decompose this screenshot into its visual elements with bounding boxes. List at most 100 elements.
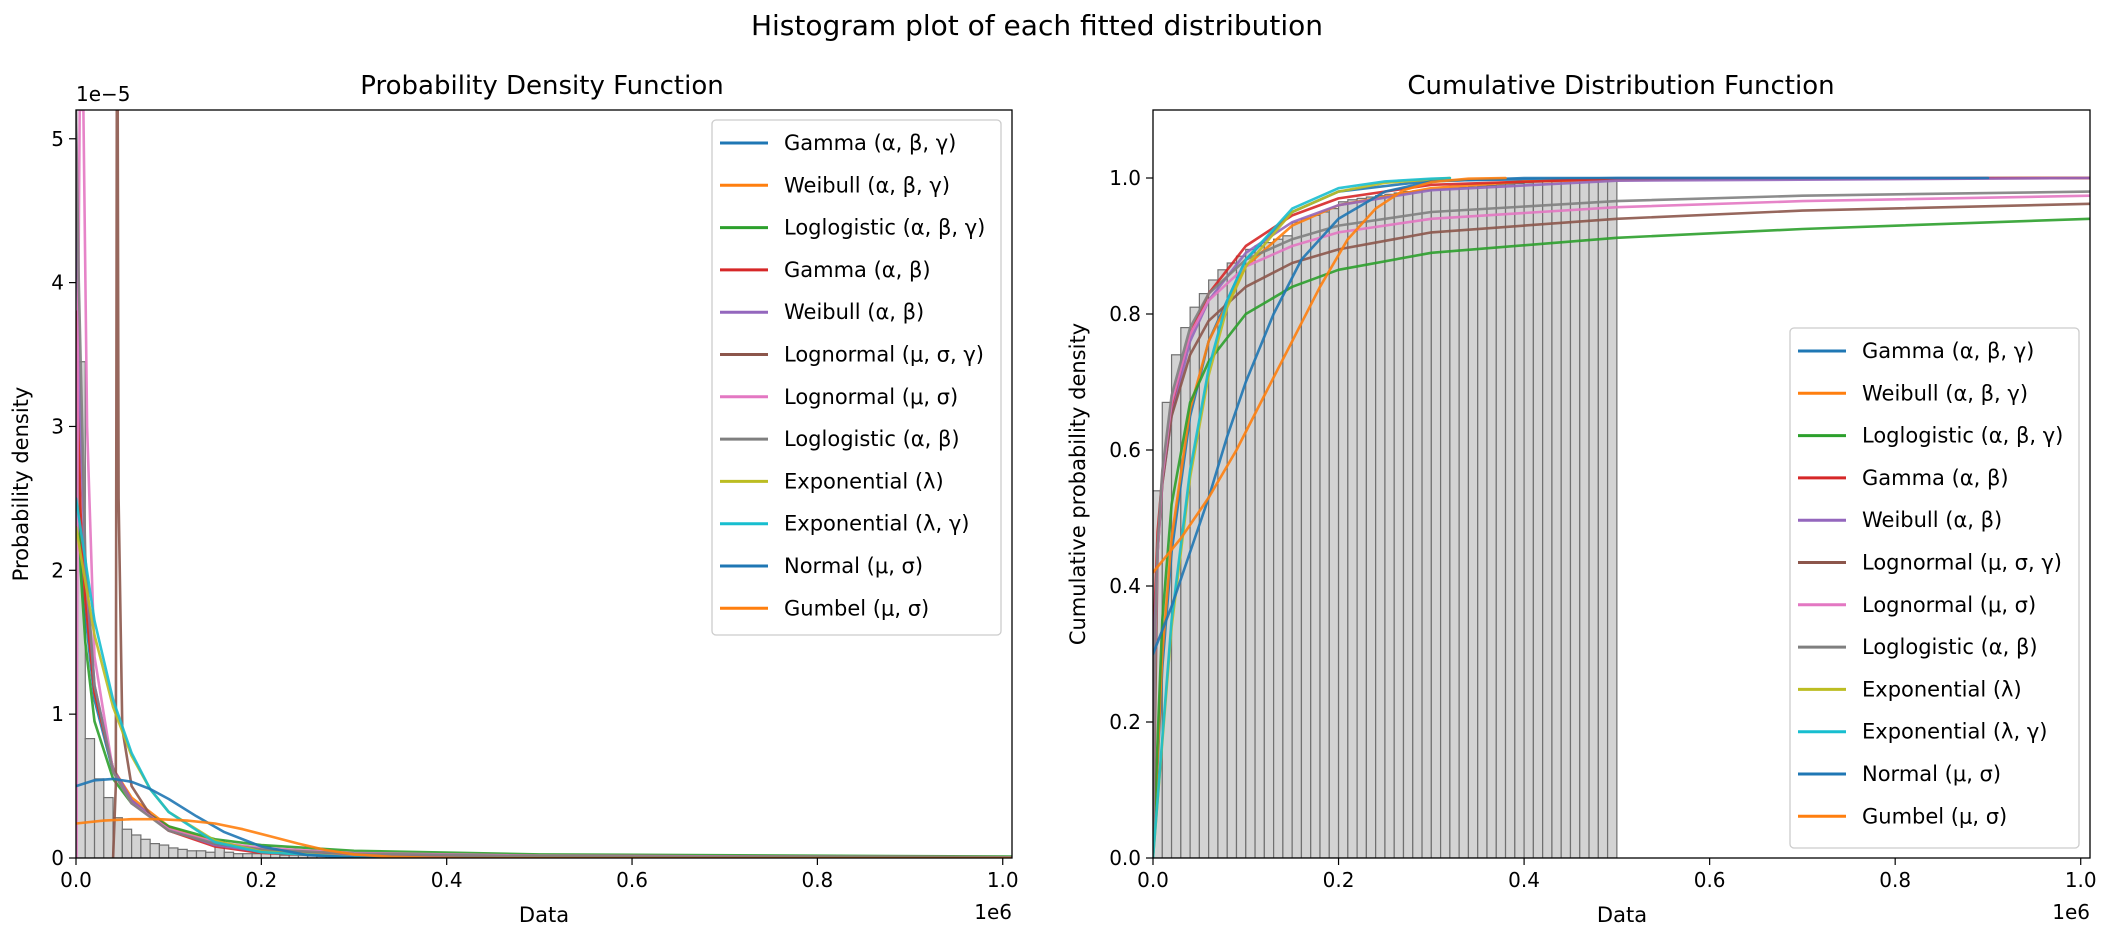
pdf-x-tick-label: 1.0 <box>987 868 1019 892</box>
pdf-y-offset-text: 1e−5 <box>76 82 131 106</box>
cdf-hist-bar <box>1458 186 1470 858</box>
pdf-legend-label: Exponential (λ) <box>784 469 944 493</box>
pdf-legend-label: Normal (μ, σ) <box>784 554 923 578</box>
cdf-legend-label: Exponential (λ, γ) <box>1862 720 2047 744</box>
pdf-hist-bar <box>84 738 96 858</box>
cdf-legend-label: Loglogistic (α, β, γ) <box>1862 424 2063 448</box>
cdf-y-tick-label: 0.6 <box>1109 438 1141 462</box>
cdf-hist-bar <box>1588 178 1599 858</box>
cdf-legend-label: Loglogistic (α, β) <box>1862 635 2038 659</box>
pdf-legend-label: Gamma (α, β, γ) <box>784 131 956 155</box>
cdf-hist-bar <box>1551 180 1562 858</box>
cdf-hist-bar <box>1467 186 1479 858</box>
cdf-series-line-12 <box>1153 176 1507 574</box>
pdf-hist-bar <box>186 850 198 858</box>
cdf-hist-bar <box>1542 180 1553 858</box>
cdf-legend-label: Exponential (λ) <box>1862 677 2022 701</box>
pdf-hist-bar <box>131 834 142 858</box>
pdf-hist-bar <box>140 838 151 858</box>
pdf-hist-bar <box>205 851 216 858</box>
cdf-hist-bar <box>1282 235 1293 858</box>
pdf-x-ticks: 0.0 0.2 0.4 0.6 0.8 1.0 <box>60 858 1019 892</box>
pdf-hist-bar <box>149 843 161 858</box>
cdf-hist-bar <box>1291 221 1303 858</box>
pdf-y-ticks: 0 1 2 3 4 5 <box>51 127 76 870</box>
figure-suptitle: Histogram plot of each fitted distributi… <box>751 9 1323 42</box>
cdf-hist-bar <box>1504 183 1516 858</box>
cdf-hist-bar <box>1245 248 1256 858</box>
cdf-hist-bar <box>1477 185 1488 858</box>
pdf-series-line-8 <box>76 110 1012 858</box>
cdf-legend-label: Lognormal (μ, σ) <box>1862 593 2036 617</box>
cdf-series-line-10 <box>1153 176 1452 858</box>
cdf-panel: Cumulative Distribution Function 0.0 0.2 0… <box>1066 71 2097 927</box>
pdf-y-tick-label: 1 <box>51 702 64 726</box>
cdf-histogram <box>1153 177 1618 858</box>
pdf-panel: Probability Density Function 0.0 0.2 0.4 0.… <box>9 71 1019 927</box>
cdf-hist-bar <box>1217 269 1228 858</box>
cdf-hist-bar <box>1606 177 1618 858</box>
cdf-y-ticks: 0.0 0.2 0.4 0.6 0.8 1.0 <box>1109 166 1153 870</box>
pdf-y-tick-label: 5 <box>51 127 64 151</box>
cdf-hist-bar <box>1347 199 1358 858</box>
pdf-legend: Gamma (α, β, γ) Weibull (α, β, γ) Loglogis… <box>711 119 1002 636</box>
cdf-hist-bar <box>1319 211 1330 858</box>
cdf-y-axis-label: Cumulative probability density <box>1066 323 1090 645</box>
cdf-legend-label: Weibull (α, β) <box>1862 508 2002 532</box>
pdf-x-tick-label: 0.2 <box>245 868 277 892</box>
pdf-legend-label: Gumbel (μ, σ) <box>784 596 929 620</box>
cdf-y-tick-label: 1.0 <box>1109 166 1141 190</box>
cdf-y-tick-label: 0.2 <box>1109 710 1141 734</box>
cdf-x-tick-label: 1.0 <box>2065 868 2097 892</box>
pdf-hist-bar <box>103 796 114 858</box>
pdf-legend-frame <box>711 119 1002 636</box>
cdf-hist-bar <box>1402 191 1414 858</box>
pdf-x-tick-label: 0.8 <box>801 868 833 892</box>
cdf-x-tick-label: 0.4 <box>1508 868 1540 892</box>
cdf-legend-label: Normal (μ, σ) <box>1862 762 2001 786</box>
cdf-x-tick-label: 0.2 <box>1323 868 1355 892</box>
cdf-series-lines <box>1153 176 2090 858</box>
cdf-hist-bar <box>1523 182 1534 858</box>
pdf-x-tick-label: 0.0 <box>60 868 92 892</box>
pdf-x-offset-text: 1e6 <box>974 900 1012 924</box>
pdf-hist-bar <box>177 848 188 858</box>
pdf-y-tick-label: 2 <box>51 558 64 582</box>
pdf-legend-label: Loglogistic (α, β, γ) <box>784 216 985 240</box>
cdf-hist-bar <box>1449 187 1460 858</box>
cdf-x-tick-label: 0.8 <box>1879 868 1911 892</box>
cdf-hist-bar <box>1356 197 1367 858</box>
cdf-legend-label: Gamma (α, β, γ) <box>1862 339 2034 363</box>
cdf-legend-label: Weibull (α, β, γ) <box>1862 381 2028 405</box>
cdf-x-offset-text: 1e6 <box>2052 900 2090 924</box>
cdf-hist-bar <box>1421 189 1432 858</box>
cdf-x-tick-label: 0.0 <box>1137 868 1169 892</box>
cdf-legend-label: Lognormal (μ, σ, γ) <box>1862 551 2062 575</box>
pdf-hist-bar <box>195 850 207 858</box>
cdf-x-tick-label: 0.6 <box>1694 868 1726 892</box>
cdf-x-axis-label: Data <box>1597 903 1647 927</box>
cdf-hist-bar <box>1226 262 1238 858</box>
cdf-hist-bar <box>1495 184 1507 858</box>
pdf-y-tick-label: 3 <box>51 414 64 438</box>
pdf-y-tick-label: 0 <box>51 846 64 870</box>
cdf-hist-bar <box>1430 188 1442 858</box>
pdf-y-axis-label: Probability density <box>9 387 33 582</box>
cdf-legend-label: Gamma (α, β) <box>1862 466 2009 490</box>
cdf-hist-bar <box>1486 184 1497 858</box>
cdf-legend-frame <box>1789 327 2080 849</box>
cdf-series-line-3 <box>1153 217 2090 858</box>
pdf-legend-label: Weibull (α, β, γ) <box>784 173 950 197</box>
cdf-hist-bar <box>1393 192 1405 858</box>
pdf-legend-label: Gamma (α, β) <box>784 258 931 282</box>
cdf-title: Cumulative Distribution Function <box>1407 71 1834 101</box>
cdf-y-tick-label: 0.4 <box>1109 574 1141 598</box>
pdf-hist-bar <box>121 828 133 858</box>
pdf-x-axis-label: Data <box>519 903 569 927</box>
cdf-hist-bar <box>1365 196 1377 858</box>
cdf-x-ticks: 0.0 0.2 0.4 0.6 0.8 1.0 <box>1137 858 2097 892</box>
pdf-legend-label: Loglogistic (α, β) <box>784 427 960 451</box>
pdf-y-tick-label: 4 <box>51 271 64 295</box>
cdf-y-tick-label: 0.0 <box>1109 846 1141 870</box>
